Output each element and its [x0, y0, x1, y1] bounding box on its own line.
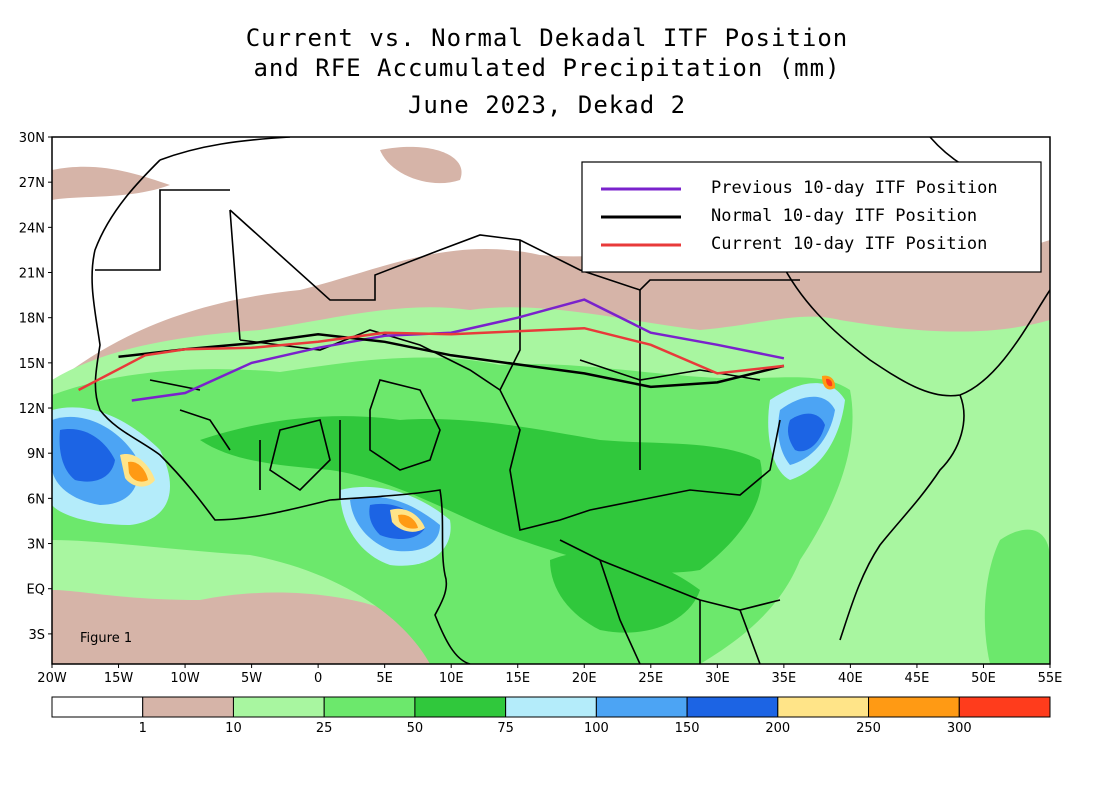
lon-tick-label: 40E — [838, 671, 863, 686]
colorbar-swatch — [323, 696, 416, 718]
lon-tick-label: 5E — [376, 671, 393, 686]
lon-tick-label: 50E — [971, 671, 996, 686]
colorbar-tick-label: 10 — [225, 721, 242, 736]
lat-axis: 30N 27N 24N 21N 18N 15N 12N 9N 6N 3N EQ 3S — [19, 131, 52, 643]
lat-tick-label: 3N — [27, 538, 45, 553]
itf-line-current — [78, 326, 785, 392]
colorbar-tick-label: 200 — [765, 721, 790, 736]
colorbar-swatch — [232, 696, 325, 718]
colorbar-tick-label: 25 — [316, 721, 333, 736]
lat-tick-label: 18N — [19, 312, 45, 327]
legend-label-normal: Normal 10-day ITF Position — [711, 206, 977, 226]
lat-tick-label: 12N — [19, 402, 45, 417]
colorbar-swatch — [595, 696, 688, 718]
lat-tick-label: EQ — [27, 583, 45, 598]
lon-tick-label: 30E — [705, 671, 730, 686]
legend-label-current: Current 10-day ITF Position — [711, 234, 987, 254]
colorbar-tick-label: 250 — [856, 721, 881, 736]
lon-tick-label: 55E — [1038, 671, 1063, 686]
colorbar-tick-label: 300 — [947, 721, 972, 736]
lat-tick-label: 24N — [19, 221, 45, 236]
colorbar-swatch — [958, 696, 1051, 718]
lon-tick-label: 15W — [104, 671, 134, 686]
lon-tick-label: 35E — [771, 671, 796, 686]
itf-line-normal — [118, 332, 785, 389]
lat-tick-label: 6N — [27, 492, 45, 507]
itf-line-previous — [131, 298, 785, 402]
lat-tick-label: 27N — [19, 176, 45, 191]
itf-legend: Previous 10-day ITF Position Normal 10-d… — [581, 161, 1042, 273]
country-borders — [91, 137, 1050, 664]
lon-tick-label: 20E — [572, 671, 597, 686]
lon-tick-label: 5W — [241, 671, 262, 686]
lon-tick-label: 10E — [439, 671, 464, 686]
lon-tick-label: 10W — [170, 671, 200, 686]
colorbar-swatch — [686, 696, 779, 718]
lon-tick-label: 25E — [638, 671, 663, 686]
lat-tick-label: 15N — [19, 357, 45, 372]
lon-axis: 20W 15W 10W 5W 0 5E 10E 15E 20E 25E 30E 35E 40E 45E 50… — [37, 664, 1062, 686]
figure-label: Figure 1 — [80, 631, 132, 646]
lat-tick-label: 9N — [27, 447, 45, 462]
lon-tick-label: 20W — [37, 671, 67, 686]
title-line-3: June 2023, Dekad 2 — [407, 91, 687, 119]
itf-lines — [78, 298, 785, 402]
colorbar-swatch — [51, 696, 144, 718]
colorbar-tick-label: 1 — [139, 721, 147, 736]
title-line-2: and RFE Accumulated Precipitation (mm) — [253, 54, 841, 82]
title-line-1: Current vs. Normal Dekadal ITF Position — [245, 24, 849, 52]
colorbar-swatch — [505, 696, 597, 718]
lon-tick-label: 15E — [505, 671, 530, 686]
colorbar-swatch — [414, 696, 507, 718]
lat-tick-label: 3S — [28, 628, 45, 643]
legend-label-previous: Previous 10-day ITF Position — [711, 178, 998, 198]
lon-tick-label: 0 — [314, 671, 322, 686]
colorbar-swatch — [868, 696, 960, 718]
colorbar-tick-label: 100 — [584, 721, 609, 736]
colorbar-tick-label: 50 — [407, 721, 424, 736]
colorbar-swatch — [142, 696, 234, 718]
plot-frame — [51, 136, 1051, 665]
lon-tick-label: 45E — [905, 671, 930, 686]
colorbar-tick-label: 75 — [497, 721, 514, 736]
lat-tick-label: 21N — [19, 267, 45, 282]
colorbar-swatch — [777, 696, 870, 718]
precipitation-colorbar: 1 10 25 50 75 100 150 200 250 300 — [51, 696, 1051, 736]
lat-tick-label: 30N — [19, 131, 45, 146]
colorbar-tick-label: 150 — [675, 721, 700, 736]
